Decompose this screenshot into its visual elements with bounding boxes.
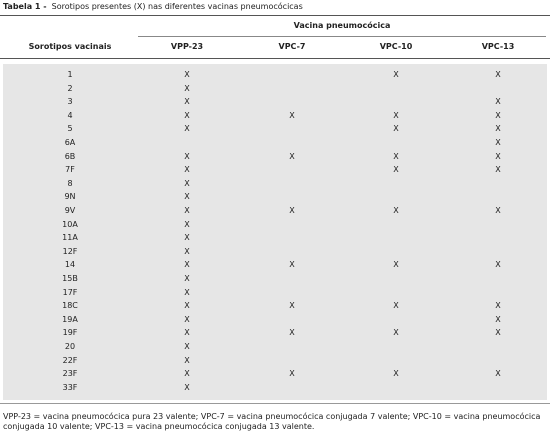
cell: X bbox=[289, 369, 295, 379]
cell: X bbox=[495, 301, 501, 311]
table-body-bg bbox=[3, 64, 547, 400]
row-label: 12F bbox=[62, 246, 78, 256]
cell: X bbox=[393, 301, 399, 311]
row-label: 6B bbox=[64, 151, 76, 161]
row-label: 19F bbox=[62, 328, 78, 338]
rule bbox=[0, 58, 550, 59]
row-label: 20 bbox=[64, 342, 76, 351]
rule bbox=[138, 36, 546, 37]
column-header: Sorotipos vacinais bbox=[28, 42, 112, 51]
cell: X bbox=[184, 369, 190, 379]
cell: X bbox=[184, 287, 190, 297]
cell: X bbox=[393, 206, 399, 215]
column-header: VPC-7 bbox=[278, 42, 306, 51]
cell: X bbox=[184, 165, 190, 175]
cell: X bbox=[495, 110, 501, 120]
cell: X bbox=[184, 301, 190, 311]
row-label: 8 bbox=[67, 178, 73, 188]
cell: X bbox=[289, 328, 295, 338]
cell: X bbox=[289, 260, 295, 270]
cell: X bbox=[393, 328, 399, 338]
title: Tabela 1 - Sorotipos presentes (X) nas d… bbox=[3, 2, 303, 11]
cell: X bbox=[495, 151, 501, 161]
cell: X bbox=[495, 369, 501, 379]
cell: X bbox=[184, 219, 190, 229]
cell: X bbox=[184, 314, 190, 324]
cell: X bbox=[393, 70, 399, 79]
cell: X bbox=[184, 246, 190, 256]
row-label: 17F bbox=[62, 287, 78, 297]
cell: X bbox=[495, 165, 501, 175]
row-label: 23F bbox=[62, 369, 78, 379]
cell: X bbox=[393, 151, 399, 161]
row-label: 14 bbox=[64, 260, 76, 270]
column-header: VPP-23 bbox=[170, 42, 204, 51]
cell: X bbox=[495, 206, 501, 215]
cell: X bbox=[184, 328, 190, 338]
row-label: 7F bbox=[65, 165, 75, 175]
cell: X bbox=[184, 192, 190, 202]
cell: X bbox=[184, 355, 190, 365]
cell: X bbox=[495, 260, 501, 270]
row-label: 1 bbox=[67, 70, 73, 79]
cell: X bbox=[393, 260, 399, 270]
cell: X bbox=[184, 274, 190, 283]
cell: X bbox=[184, 382, 190, 392]
cell: X bbox=[184, 151, 190, 161]
cell: X bbox=[184, 342, 190, 351]
cell: X bbox=[184, 178, 190, 188]
cell: X bbox=[393, 110, 399, 120]
row-label: 9V bbox=[64, 206, 76, 215]
row-label: 4 bbox=[67, 110, 73, 120]
cell: X bbox=[184, 110, 190, 120]
cell: X bbox=[289, 151, 295, 161]
cell: X bbox=[184, 83, 190, 93]
column-header: VPC-10 bbox=[379, 42, 413, 51]
cell: X bbox=[184, 206, 190, 215]
cell: X bbox=[495, 124, 501, 134]
cell: X bbox=[495, 70, 501, 79]
rule bbox=[0, 15, 550, 16]
row-label: 9N bbox=[64, 192, 76, 202]
footnote: VPP-23 = vacina pneumocócica pura 23 val… bbox=[3, 412, 541, 431]
row-label: 11A bbox=[62, 233, 78, 243]
cell: X bbox=[184, 233, 190, 243]
row-label: 33F bbox=[62, 382, 78, 392]
cell: X bbox=[495, 314, 501, 324]
cell: X bbox=[289, 206, 295, 215]
cell: X bbox=[289, 110, 295, 120]
group-header: Vacina pneumocócica bbox=[293, 21, 391, 30]
row-label: 22F bbox=[62, 355, 78, 365]
rule bbox=[0, 403, 550, 404]
cell: X bbox=[393, 369, 399, 379]
row-label: 6A bbox=[64, 138, 76, 147]
row-label: 10A bbox=[62, 219, 78, 229]
title-label: Tabela 1 - bbox=[3, 2, 47, 11]
row-label: 18C bbox=[62, 301, 78, 311]
column-header: VPC-13 bbox=[481, 42, 515, 51]
cell: X bbox=[184, 97, 190, 107]
cell: X bbox=[184, 70, 190, 79]
title-text: Sorotipos presentes (X) nas diferentes v… bbox=[51, 2, 303, 11]
row-label: 2 bbox=[67, 83, 73, 93]
cell: X bbox=[495, 328, 501, 338]
cell: X bbox=[495, 138, 501, 147]
cell: X bbox=[495, 97, 501, 107]
cell: X bbox=[184, 124, 190, 134]
cell: X bbox=[184, 260, 190, 270]
cell: X bbox=[289, 301, 295, 311]
cell: X bbox=[393, 165, 399, 175]
row-label: 15B bbox=[62, 274, 78, 283]
row-label: 5 bbox=[67, 124, 73, 134]
row-label: 19A bbox=[62, 314, 78, 324]
cell: X bbox=[393, 124, 399, 134]
row-label: 3 bbox=[67, 97, 73, 107]
